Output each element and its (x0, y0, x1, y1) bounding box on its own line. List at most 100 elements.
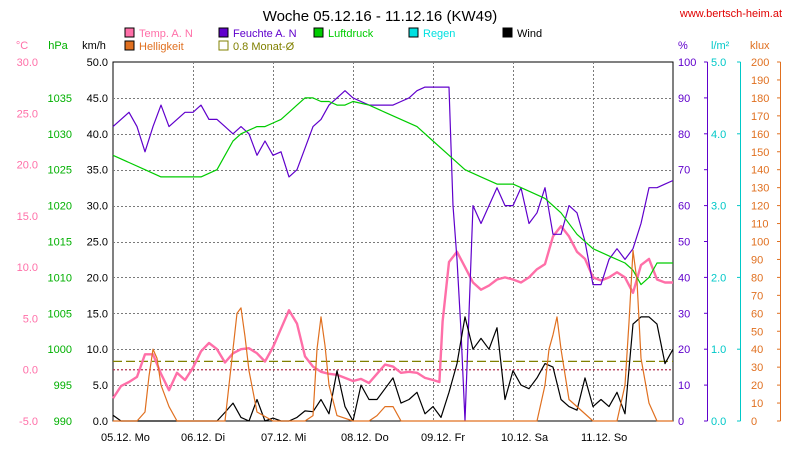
legend-label: Helligkeit (139, 41, 184, 53)
tick-label-rain: 4.0 (711, 129, 726, 141)
legend-label: 0.8 Monat-Ø (233, 41, 295, 53)
tick-label-rain: 0.0 (711, 416, 726, 428)
tick-label-pct: 100 (678, 57, 696, 69)
tick-label-temp: 10.0 (17, 262, 38, 274)
tick-label-rain: 2.0 (711, 272, 726, 284)
tick-label-hpa: 1030 (48, 129, 72, 141)
x-tick-label: 10.12. Sa (501, 432, 549, 444)
tick-label-klux: 130 (751, 183, 769, 195)
tick-label-temp: 20.0 (17, 160, 38, 172)
tick-label-klux: 10 (751, 398, 763, 410)
tick-label-klux: 80 (751, 272, 763, 284)
axis-label-klux: klux (750, 40, 770, 52)
legend-label: Luftdruck (328, 28, 374, 40)
axis-label-hpa: hPa (48, 40, 68, 52)
legend-label: Feuchte A. N (233, 28, 297, 40)
tick-label-hpa: 1020 (48, 201, 72, 213)
tick-label-klux: 40 (751, 344, 763, 356)
tick-label-klux: 20 (751, 380, 763, 392)
tick-label-wind: 30.0 (87, 201, 108, 213)
x-tick-label: 06.12. Di (181, 432, 225, 444)
axis-label-rain: l/m² (711, 40, 730, 52)
legend-swatch (313, 27, 324, 38)
tick-label-wind: 45.0 (87, 93, 108, 105)
x-tick-label: 09.12. Fr (421, 432, 465, 444)
legend-swatch (218, 27, 229, 38)
tick-label-klux: 150 (751, 147, 769, 159)
tick-label-pct: 80 (678, 129, 690, 141)
tick-label-hpa: 990 (54, 416, 72, 428)
tick-label-wind: 35.0 (87, 165, 108, 177)
legend-swatch (408, 27, 419, 38)
axes: 05.12. Mo 06.12. Di 07.12. Mi 08.12. Do 09.1… (16, 40, 781, 444)
tick-label-temp: 25.0 (17, 108, 38, 120)
legend-swatch (124, 40, 135, 51)
axis-label-temp: °C (16, 40, 28, 52)
axis-label-pct: % (678, 40, 688, 52)
tick-label-pct: 40 (678, 272, 690, 284)
legend: Temp. A. N Feuchte A. N Luftdruck Regen Wind… (124, 27, 542, 53)
tick-label-klux: 200 (751, 57, 769, 69)
tick-label-temp: 0.0 (23, 365, 38, 377)
tick-label-klux: 100 (751, 237, 769, 249)
tick-label-wind: 15.0 (87, 308, 108, 320)
tick-label-klux: 180 (751, 93, 769, 105)
tick-label-rain: 3.0 (711, 201, 726, 213)
tick-label-pct: 70 (678, 165, 690, 177)
x-tick-label: 08.12. Do (341, 432, 389, 444)
tick-label-hpa: 1010 (48, 272, 72, 284)
tick-label-pct: 0 (678, 416, 684, 428)
x-tick-label: 05.12. Mo (101, 432, 150, 444)
tick-label-hpa: 1035 (48, 93, 72, 105)
tick-label-pct: 50 (678, 237, 690, 249)
series-line (112, 97, 673, 286)
tick-label-hpa: 995 (54, 380, 72, 392)
tick-label-hpa: 1025 (48, 165, 72, 177)
series-layer (111, 86, 674, 422)
chart-title: Woche 05.12.16 - 11.12.16 (KW49) (263, 8, 498, 25)
tick-label-pct: 30 (678, 308, 690, 320)
tick-label-hpa: 1005 (48, 308, 72, 320)
tick-label-pct: 90 (678, 93, 690, 105)
tick-label-klux: 70 (751, 290, 763, 302)
series-line (111, 224, 673, 400)
axis-label-wind: km/h (82, 40, 106, 52)
tick-label-wind: 25.0 (87, 237, 108, 249)
x-tick-label: 07.12. Mi (261, 432, 306, 444)
tick-label-wind: 50.0 (87, 57, 108, 69)
legend-label: Wind (517, 28, 542, 40)
source-link[interactable]: www.bertsch-heim.at (679, 8, 782, 20)
tick-label-hpa: 1015 (48, 237, 72, 249)
legend-label: Regen (423, 28, 455, 40)
tick-label-wind: 0.0 (93, 416, 108, 428)
legend-swatch (218, 40, 229, 51)
tick-label-wind: 5.0 (93, 380, 108, 392)
plot-frame (112, 61, 674, 422)
tick-label-pct: 60 (678, 201, 690, 213)
tick-label-klux: 0 (751, 416, 757, 428)
series-line (112, 316, 674, 422)
legend-swatch (124, 27, 135, 38)
tick-label-klux: 140 (751, 165, 769, 177)
tick-label-temp: 15.0 (17, 211, 38, 223)
tick-label-klux: 160 (751, 129, 769, 141)
tick-label-klux: 60 (751, 308, 763, 320)
legend-label: Temp. A. N (139, 28, 193, 40)
tick-label-klux: 30 (751, 362, 763, 374)
tick-label-klux: 110 (751, 219, 769, 231)
tick-label-klux: 90 (751, 254, 763, 266)
tick-label-hpa: 1000 (48, 344, 72, 356)
tick-label-temp: 5.0 (23, 313, 38, 325)
series-line (113, 249, 673, 422)
grid (112, 61, 674, 422)
tick-label-temp: 30.0 (17, 57, 38, 69)
tick-label-wind: 20.0 (87, 272, 108, 284)
tick-label-klux: 190 (751, 75, 769, 87)
tick-label-klux: 120 (751, 201, 769, 213)
tick-label-pct: 20 (678, 344, 690, 356)
tick-label-wind: 40.0 (87, 129, 108, 141)
tick-label-rain: 1.0 (711, 344, 726, 356)
tick-label-klux: 170 (751, 111, 769, 123)
